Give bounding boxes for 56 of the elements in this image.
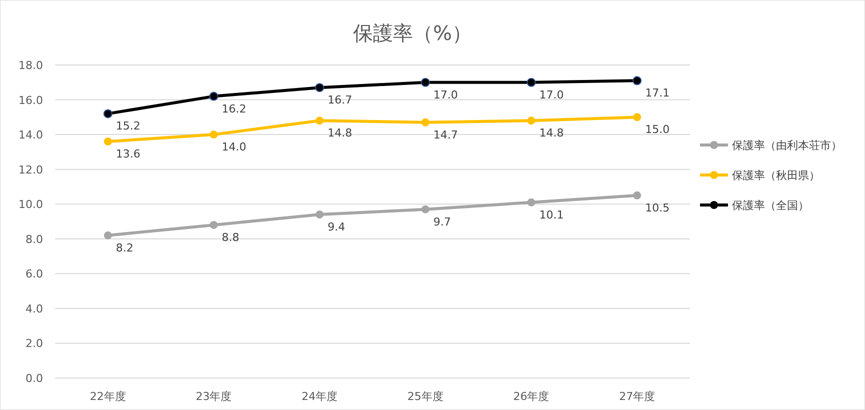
chart-title: 保護率（%） [352,21,472,45]
y-tick-label: 18.0 [18,59,43,72]
legend-label: 保護率（秋田県） [732,169,820,182]
data-label: 13.6 [116,148,140,161]
point [421,205,430,214]
y-tick-label: 12.0 [18,163,43,176]
data-label: 9.7 [433,215,451,228]
data-label: 16.2 [222,102,246,116]
data-label: 17.1 [645,86,670,100]
data-label: 16.7 [328,94,352,107]
x-tick-label: 26年度 [513,390,550,403]
point [527,198,536,206]
data-label: 9.4 [328,220,346,234]
y-tick-label: 14.0 [18,128,43,142]
point [104,231,112,240]
data-label: 14.8 [328,126,352,140]
x-tick-label: 24年度 [302,390,338,403]
point [104,138,112,146]
data-label: 17.0 [539,88,564,102]
y-tick-label: 10.0 [18,198,43,212]
point [527,116,536,125]
legend-label: 保護率（全国） [732,199,809,212]
y-tick-label: 4.0 [26,302,43,316]
x-tick-label: 25年度 [407,390,444,403]
y-tick-label: 6.0 [26,268,43,281]
y-tick-label: 0.0 [26,372,43,385]
data-label: 15.0 [645,123,670,136]
y-tick-label: 8.0 [26,232,43,246]
point [316,116,324,125]
x-tick-label: 23年度 [196,390,232,403]
point [526,78,536,87]
point [316,210,324,219]
point [633,191,642,200]
point [209,92,218,101]
data-label: 14.0 [222,140,246,154]
point [632,76,642,86]
point [421,118,430,126]
point [210,130,218,139]
data-label: 15.2 [116,120,140,133]
data-label: 10.5 [645,201,670,214]
x-tick-label: 22年度 [90,390,126,403]
point [103,109,112,118]
data-label: 14.8 [539,126,564,140]
point [633,113,642,122]
data-label: 17.0 [433,88,458,102]
data-label: 10.1 [539,208,564,222]
point [420,78,430,87]
point [210,220,218,229]
y-tick-label: 2.0 [26,337,43,350]
data-label: 8.8 [222,230,240,244]
point [315,83,324,92]
legend-label: 保護率（由利本荘市） [732,139,842,152]
data-label: 8.2 [116,241,134,254]
x-tick-label: 27年度 [619,390,656,403]
data-label: 14.7 [433,128,458,142]
y-tick-label: 16.0 [18,94,43,107]
